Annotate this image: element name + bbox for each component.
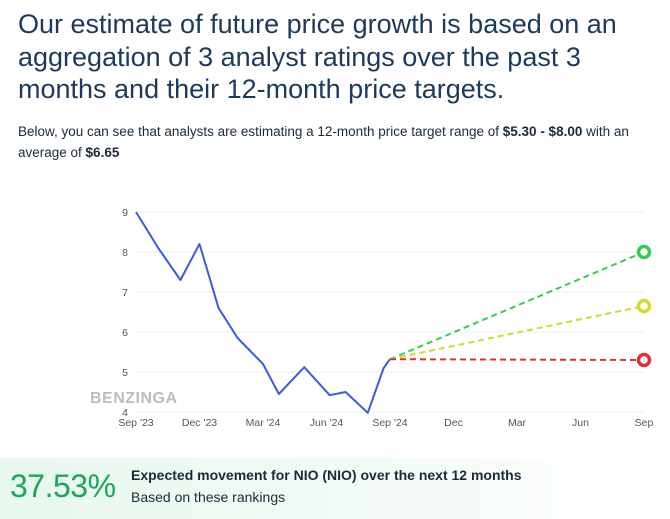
price-history-line (135, 211, 391, 414)
y-tick-label: 4 (122, 407, 128, 419)
summary-middle: with an average of (18, 124, 629, 160)
x-tick-label: Dec '23 (182, 417, 217, 429)
headline: Our estimate of future price growth is b… (18, 9, 617, 104)
y-tick-label: 8 (122, 247, 128, 259)
forecast-line (389, 305, 645, 361)
y-tick-label: 6 (122, 327, 128, 339)
x-tick-label: Jun (572, 417, 589, 429)
x-tick-label: Sep (635, 417, 654, 429)
x-tick-label: Mar (508, 417, 527, 429)
expected-movement-percent: 37.53% (10, 468, 116, 504)
watermark-logo: BENZINGA (90, 390, 178, 407)
forecast-target-marker (636, 298, 652, 314)
x-tick-label: Jun '24 (310, 417, 344, 429)
price-target-summary: Below, you can see that analysts are est… (18, 121, 658, 163)
y-tick-label: 9 (122, 207, 128, 219)
y-tick-label: 7 (122, 287, 128, 299)
forecast-target-marker (636, 352, 652, 368)
price-chart: 9 8 7 6 5 4 Sep '23 Dec '23 Mar '24 Jun '24 Sep '2… (0, 195, 670, 440)
x-tick-label: Mar '24 (246, 417, 281, 429)
y-tick-label: 5 (122, 367, 128, 379)
target-average: $6.65 (85, 145, 120, 160)
target-range: $5.30 - $8.00 (502, 124, 583, 139)
expected-movement-banner: 37.53% Expected movement for NIO (NIO) o… (0, 458, 670, 519)
forecast-line (389, 358, 645, 361)
x-tick-label: Sep '24 (372, 417, 407, 429)
expected-movement-subtitle: Based on these rankings (131, 489, 286, 505)
expected-movement-title: Expected movement for NIO (NIO) over the… (131, 467, 522, 483)
x-tick-label: Dec (444, 417, 463, 429)
forecast-line (389, 251, 645, 361)
x-tick-label: Sep '23 (118, 417, 153, 429)
summary-prefix: Below, you can see that analysts are est… (18, 124, 503, 139)
forecast-target-marker (636, 244, 652, 260)
